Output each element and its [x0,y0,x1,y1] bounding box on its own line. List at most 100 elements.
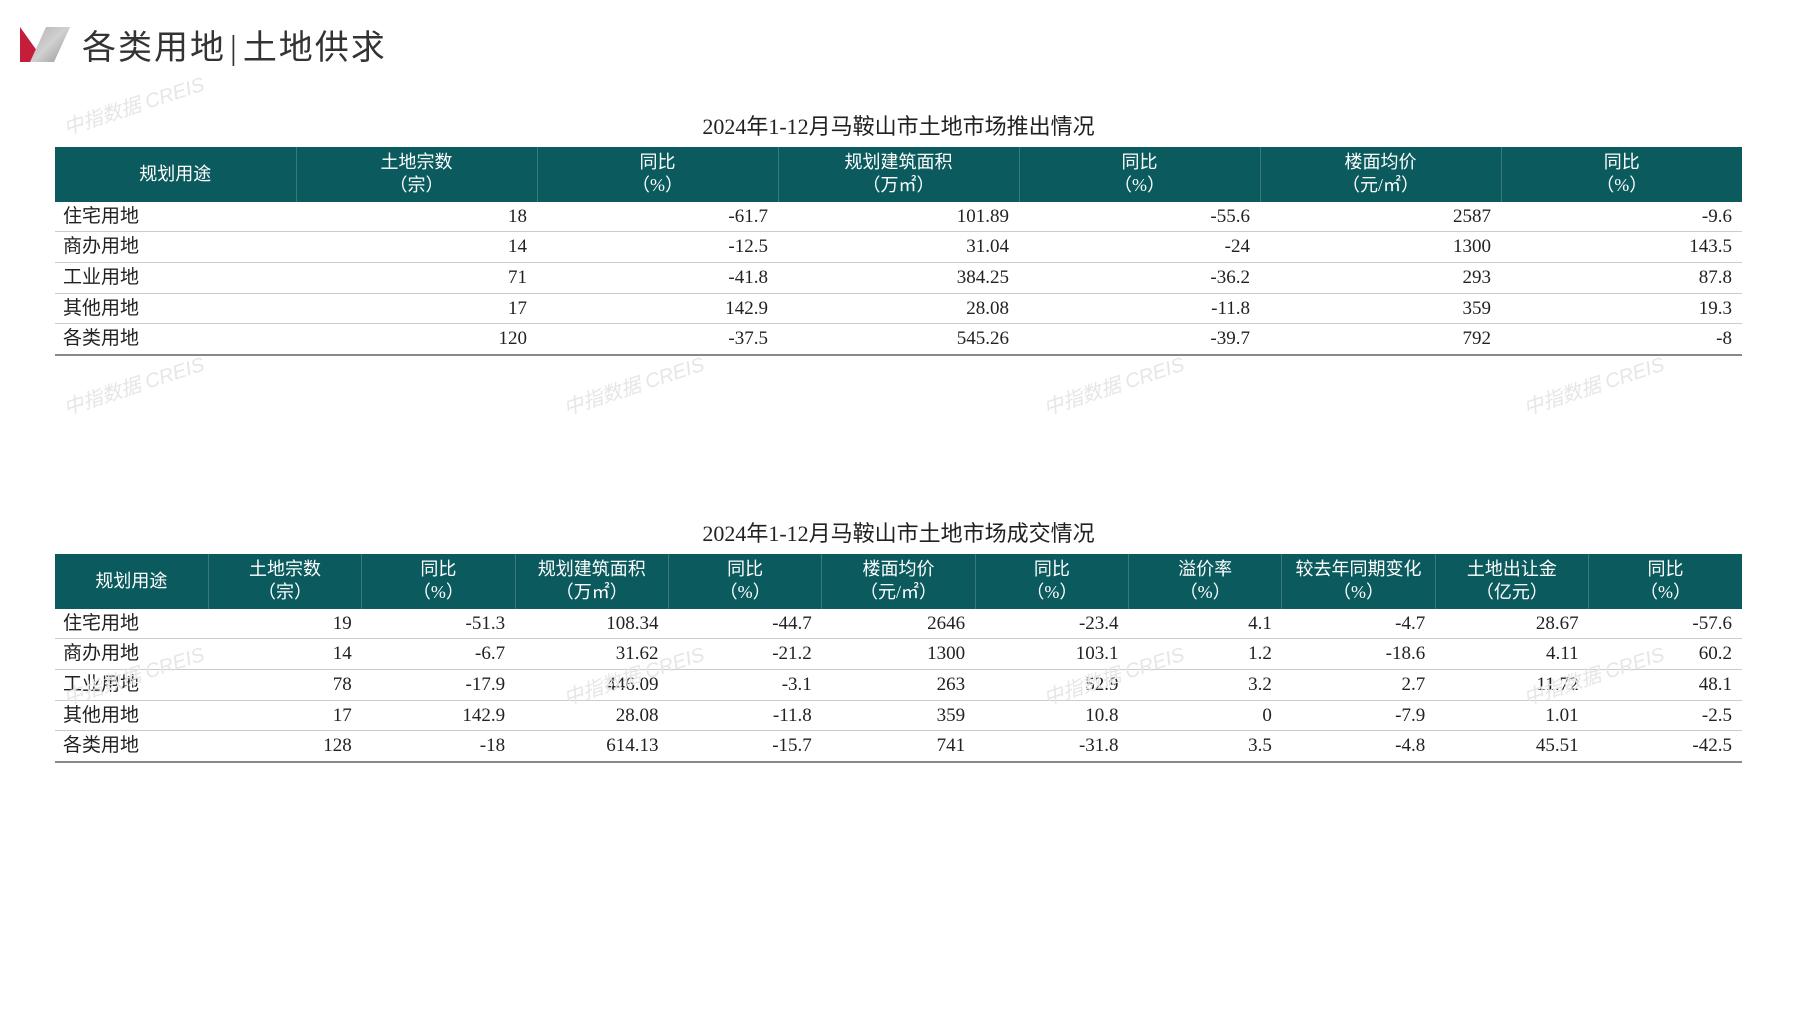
data-cell: 14 [296,232,537,263]
data-cell: 10.8 [975,700,1128,731]
row-label: 工业用地 [55,263,296,294]
data-cell: -61.7 [537,202,778,232]
column-header: 同比（%） [362,554,515,609]
data-cell: 1.2 [1129,639,1282,670]
table-row: 工业用地78-17.9446.09-3.126352.93.22.711.724… [55,670,1742,701]
data-cell: 2587 [1260,202,1501,232]
table-row: 各类用地120-37.5545.26-39.7792-8 [55,324,1742,355]
column-header: 规划建筑面积（万㎡） [778,147,1019,202]
table-row: 其他用地17142.928.08-11.835910.80-7.91.01-2.… [55,700,1742,731]
data-cell: 14 [208,639,361,670]
data-cell: -8 [1501,324,1742,355]
title-separator: | [230,30,239,67]
data-cell: 101.89 [778,202,1019,232]
data-cell: -11.8 [668,700,821,731]
data-cell: 1300 [822,639,975,670]
data-cell: -39.7 [1019,324,1260,355]
data-cell: 142.9 [362,700,515,731]
data-cell: 142.9 [537,293,778,324]
data-cell: 3.5 [1129,731,1282,762]
data-cell: 1.01 [1435,700,1588,731]
data-cell: 19 [208,609,361,639]
data-cell: 31.04 [778,232,1019,263]
data-cell: 71 [296,263,537,294]
column-header: 同比（%） [1019,147,1260,202]
data-cell: -4.7 [1282,609,1435,639]
data-cell: -55.6 [1019,202,1260,232]
column-header: 较去年同期变化（%） [1282,554,1435,609]
data-cell: 1300 [1260,232,1501,263]
data-cell: 45.51 [1435,731,1588,762]
table1-title: 2024年1-12月马鞍山市土地市场推出情况 [55,109,1742,141]
data-cell: -44.7 [668,609,821,639]
row-label: 商办用地 [55,639,208,670]
data-cell: -36.2 [1019,263,1260,294]
table-header-row: 规划用途土地宗数（宗）同比（%）规划建筑面积（万㎡）同比（%）楼面均价（元/㎡）… [55,554,1742,609]
table-header-row: 规划用途土地宗数（宗）同比（%）规划建筑面积（万㎡）同比（%）楼面均价（元/㎡）… [55,147,1742,202]
column-header: 溢价率（%） [1129,554,1282,609]
data-cell: 4.1 [1129,609,1282,639]
data-cell: 359 [822,700,975,731]
table-row: 各类用地128-18614.13-15.7741-31.83.5-4.845.5… [55,731,1742,762]
data-cell: -9.6 [1501,202,1742,232]
row-label: 工业用地 [55,670,208,701]
data-cell: -18.6 [1282,639,1435,670]
column-header: 规划用途 [55,554,208,609]
row-label: 住宅用地 [55,609,208,639]
page-title: 各类用地|土地供求 [82,20,387,69]
title-left: 各类用地 [82,30,226,67]
data-cell: 31.62 [515,639,668,670]
data-cell: 28.08 [515,700,668,731]
row-label: 其他用地 [55,700,208,731]
column-header: 同比（%） [975,554,1128,609]
data-cell: 17 [208,700,361,731]
data-cell: -4.8 [1282,731,1435,762]
transaction-table: 规划用途土地宗数（宗）同比（%）规划建筑面积（万㎡）同比（%）楼面均价（元/㎡）… [55,554,1742,763]
data-cell: 446.09 [515,670,668,701]
row-label: 商办用地 [55,232,296,263]
data-cell: 384.25 [778,263,1019,294]
data-cell: 128 [208,731,361,762]
column-header: 同比（%） [1589,554,1742,609]
data-cell: 359 [1260,293,1501,324]
row-label: 住宅用地 [55,202,296,232]
data-cell: 18 [296,202,537,232]
column-header: 同比（%） [1501,147,1742,202]
row-label: 其他用地 [55,293,296,324]
data-cell: 11.72 [1435,670,1588,701]
column-header: 楼面均价（元/㎡） [822,554,975,609]
brand-logo [20,27,70,62]
data-cell: -2.5 [1589,700,1742,731]
data-cell: 4.11 [1435,639,1588,670]
data-cell: 87.8 [1501,263,1742,294]
supply-table: 规划用途土地宗数（宗）同比（%）规划建筑面积（万㎡）同比（%）楼面均价（元/㎡）… [55,147,1742,356]
data-cell: 143.5 [1501,232,1742,263]
data-cell: -23.4 [975,609,1128,639]
data-cell: 0 [1129,700,1282,731]
table-row: 商办用地14-6.731.62-21.21300103.11.2-18.64.1… [55,639,1742,670]
data-cell: 263 [822,670,975,701]
table-row: 其他用地17142.928.08-11.835919.3 [55,293,1742,324]
data-cell: 19.3 [1501,293,1742,324]
data-cell: -31.8 [975,731,1128,762]
data-cell: -37.5 [537,324,778,355]
data-cell: -11.8 [1019,293,1260,324]
data-cell: 28.67 [1435,609,1588,639]
data-cell: -21.2 [668,639,821,670]
data-cell: -3.1 [668,670,821,701]
data-cell: 120 [296,324,537,355]
data-cell: 293 [1260,263,1501,294]
data-cell: -41.8 [537,263,778,294]
column-header: 同比（%） [668,554,821,609]
data-cell: 792 [1260,324,1501,355]
column-header: 同比（%） [537,147,778,202]
data-cell: -6.7 [362,639,515,670]
data-cell: 2646 [822,609,975,639]
column-header: 规划建筑面积（万㎡） [515,554,668,609]
table2-title: 2024年1-12月马鞍山市土地市场成交情况 [55,516,1742,548]
table-row: 商办用地14-12.531.04-241300143.5 [55,232,1742,263]
data-cell: -24 [1019,232,1260,263]
data-cell: 28.08 [778,293,1019,324]
data-cell: -51.3 [362,609,515,639]
data-cell: -17.9 [362,670,515,701]
